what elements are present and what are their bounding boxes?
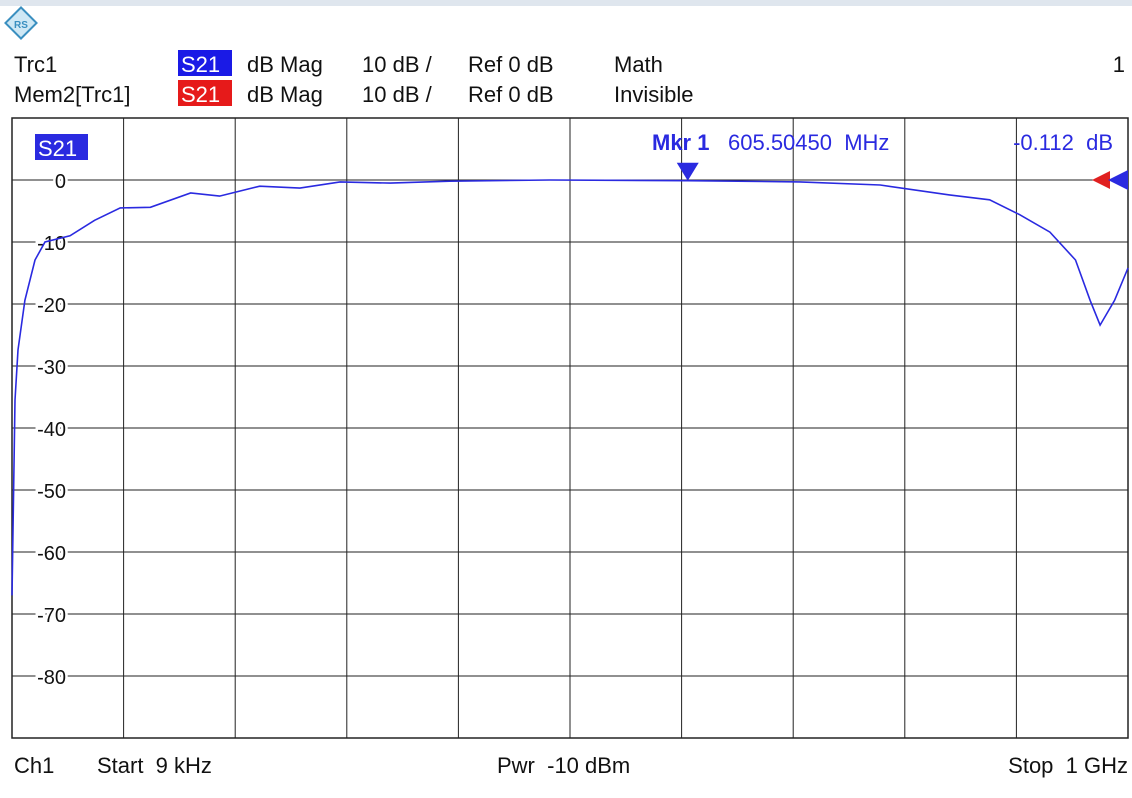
marker — [676, 162, 699, 181]
logo: RS — [4, 6, 38, 40]
ref-marker-memory — [1092, 171, 1110, 189]
y-tick-label: -20 — [37, 295, 66, 317]
top-strip — [0, 0, 1132, 6]
y-tick-label: -70 — [37, 605, 66, 627]
y-tick-label: -50 — [37, 481, 66, 503]
y-tick-label: -80 — [37, 667, 66, 689]
header-field: 10 dB / — [362, 82, 433, 107]
footer-start: Start 9 kHz — [97, 753, 212, 778]
trace-badge — [178, 50, 232, 76]
footer-power: Pwr -10 dBm — [497, 753, 630, 778]
header-field: Trc1 — [14, 52, 57, 77]
y-tick-label: 0 — [55, 171, 66, 193]
y-tick-label: -40 — [37, 419, 66, 441]
header-field: dB Mag — [247, 82, 323, 107]
header-field: dB Mag — [247, 52, 323, 77]
ref-marker-trace — [1108, 170, 1128, 190]
trace-line — [11, 179, 1129, 596]
trace-label: S21 — [38, 136, 77, 161]
header-field: Invisible — [614, 82, 693, 107]
trace-label-bg — [35, 134, 88, 160]
header-field: Ref 0 dB — [468, 82, 554, 107]
y-tick-label: -30 — [37, 357, 66, 379]
header-field: Math — [614, 52, 663, 77]
header-field: Mem2[Trc1] — [14, 82, 131, 107]
marker-value-readout: -0.112 dB — [1013, 130, 1113, 155]
header-field: 10 dB / — [362, 52, 433, 77]
footer-stop: Stop 1 GHz — [1008, 753, 1128, 778]
footer-channel: Ch1 — [14, 753, 54, 778]
header-field: S21 — [181, 82, 220, 107]
memory-badge — [178, 80, 232, 106]
header-field: Ref 0 dB — [468, 52, 554, 77]
channel-number: 1 — [1113, 52, 1125, 77]
svg-text:RS: RS — [14, 20, 28, 31]
y-tick-label: -60 — [37, 543, 66, 565]
header-field: S21 — [181, 52, 220, 77]
marker-x-readout: 605.50450 MHz — [728, 130, 889, 155]
marker-label: Mkr 1 — [652, 130, 709, 155]
y-tick-label: -10 — [37, 233, 66, 255]
